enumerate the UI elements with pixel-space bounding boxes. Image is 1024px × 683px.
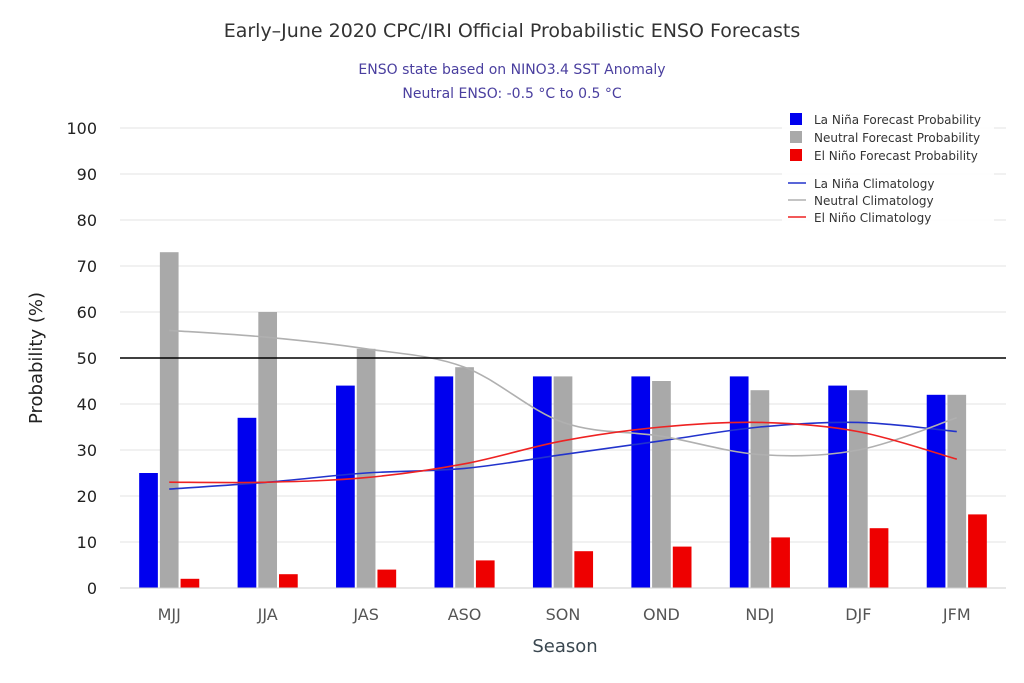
bar[interactable]: [672, 546, 692, 588]
y-tick-label: 10: [77, 533, 97, 552]
bar[interactable]: [434, 376, 454, 588]
bar[interactable]: [869, 528, 889, 588]
x-tick-label: JAS: [352, 605, 379, 624]
x-tick-label: OND: [643, 605, 680, 624]
bar[interactable]: [968, 514, 987, 588]
y-tick-label: 50: [77, 349, 97, 368]
legend-item[interactable]: El Niño Climatology: [814, 211, 931, 225]
bar[interactable]: [159, 252, 179, 588]
bar[interactable]: [180, 578, 200, 588]
bar[interactable]: [279, 574, 298, 588]
bar[interactable]: [258, 312, 278, 588]
bar[interactable]: [631, 376, 651, 588]
bar[interactable]: [750, 390, 770, 588]
chart-title: Early–June 2020 CPC/IRI Official Probabi…: [224, 20, 801, 42]
y-axis-title: Probability (%): [26, 292, 47, 424]
legend-item[interactable]: La Niña Forecast Probability: [814, 113, 981, 127]
legend-swatch: [790, 149, 802, 161]
chart-subtitle-line-2: Neutral ENSO: -0.5 °C to 0.5 °C: [402, 86, 621, 102]
bar[interactable]: [377, 569, 397, 588]
climatology-line[interactable]: [169, 421, 957, 490]
bar[interactable]: [475, 560, 495, 588]
legend-item[interactable]: Neutral Climatology: [814, 194, 934, 208]
bar[interactable]: [532, 376, 552, 588]
bar[interactable]: [455, 367, 474, 588]
bar[interactable]: [926, 394, 946, 588]
bar[interactable]: [553, 376, 573, 588]
legend[interactable]: La Niña Forecast Probability Neutral Fore…: [782, 108, 994, 228]
x-tick-label: ASO: [448, 605, 482, 624]
legend-item[interactable]: Neutral Forecast Probability: [814, 131, 980, 145]
y-tick-label: 20: [77, 487, 97, 506]
x-tick-label: MJJ: [158, 605, 181, 624]
bars: [139, 252, 987, 588]
x-tick-label: SON: [546, 605, 581, 624]
y-tick-label: 70: [77, 257, 97, 276]
climatology-line[interactable]: [169, 329, 958, 457]
climatology-line[interactable]: [169, 421, 957, 484]
y-axis: 0 10 20 30 40 50 60 70 80 90 100: [66, 119, 97, 598]
y-tick-label: 80: [77, 211, 97, 230]
legend-item[interactable]: La Niña Climatology: [814, 177, 934, 191]
bar[interactable]: [771, 537, 790, 588]
x-tick-label: NDJ: [745, 605, 774, 624]
bar[interactable]: [574, 551, 594, 588]
bar[interactable]: [237, 417, 257, 588]
y-tick-label: 30: [77, 441, 97, 460]
chart-subtitle-line-1: ENSO state based on NINO3.4 SST Anomaly: [358, 62, 665, 78]
climatology-lines: [169, 329, 958, 490]
bar[interactable]: [947, 394, 967, 588]
y-tick-label: 40: [77, 395, 97, 414]
x-axis-title: Season: [532, 636, 597, 657]
bar[interactable]: [848, 390, 868, 588]
x-tick-label: JFM: [942, 605, 971, 624]
x-tick-label: JJA: [257, 605, 278, 624]
y-tick-label: 0: [87, 579, 97, 598]
legend-item[interactable]: El Niño Forecast Probability: [814, 149, 978, 163]
legend-swatch: [790, 131, 802, 143]
x-axis: MJJ JJA JAS ASO SON OND NDJ DJF JFM: [120, 587, 1006, 624]
y-tick-label: 90: [77, 165, 97, 184]
x-tick-label: DJF: [845, 605, 871, 624]
y-tick-label: 60: [77, 303, 97, 322]
legend-background: [782, 108, 994, 228]
bar[interactable]: [652, 381, 671, 588]
bar[interactable]: [729, 376, 749, 588]
bar[interactable]: [828, 385, 847, 588]
bar[interactable]: [356, 348, 376, 588]
bar[interactable]: [139, 473, 158, 588]
y-tick-label: 100: [66, 119, 97, 138]
bar[interactable]: [336, 385, 355, 588]
legend-swatch: [790, 113, 802, 125]
